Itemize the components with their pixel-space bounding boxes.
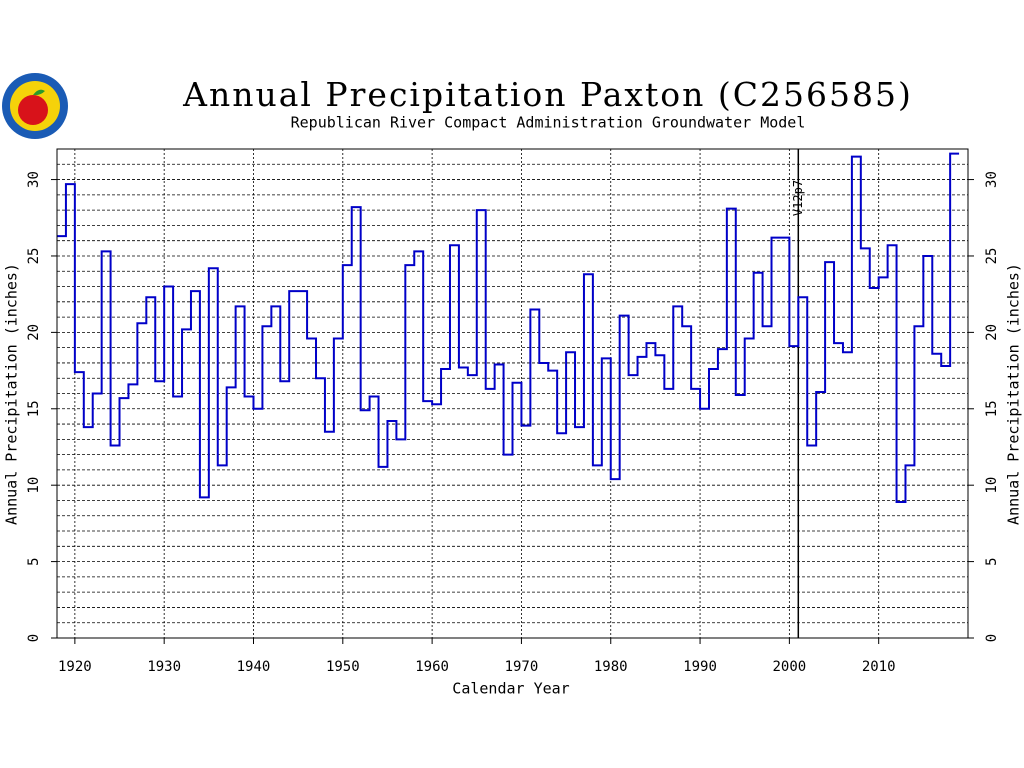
y-axis-label: Annual Precipitation (inches): [3, 263, 21, 525]
y2-tick-label: 25: [984, 248, 1000, 265]
y-tick-label: 5: [26, 557, 42, 565]
y2-tick-label: 0: [984, 634, 1000, 642]
x-tick-label: 1920: [58, 659, 92, 675]
plot-frame: [56, 148, 969, 639]
step-line: [57, 152, 960, 503]
y-tick-label: 0: [26, 634, 42, 642]
y-tick-label: 20: [26, 324, 42, 341]
x-tick-label: 1990: [683, 659, 717, 675]
x-tick-label: 1970: [505, 659, 539, 675]
chart-subtitle: Republican River Compact Administration …: [291, 114, 806, 132]
x-axis-label: Calendar Year: [452, 680, 569, 698]
x-tick-label: 1960: [415, 659, 449, 675]
x-tick-label: 2010: [862, 659, 896, 675]
y-tick-label: 25: [26, 248, 42, 265]
y2-tick-label: 20: [984, 324, 1000, 341]
x-tick-label: 1930: [147, 659, 181, 675]
y2-tick-label: 15: [984, 400, 1000, 417]
y-tick-label: 30: [26, 171, 42, 188]
y2-tick-label: 5: [984, 557, 1000, 565]
x-tick-label: 1980: [594, 659, 628, 675]
annotation-label: V12p7: [791, 180, 805, 216]
x-tick-label: 1940: [237, 659, 271, 675]
y2-tick-label: 30: [984, 171, 1000, 188]
y-tick-label: 10: [26, 477, 42, 494]
logo: [2, 73, 68, 139]
x-tick-label: 1950: [326, 659, 360, 675]
y2-tick-label: 10: [984, 477, 1000, 494]
x-tick-label: 2000: [773, 659, 807, 675]
y-tick-label: 15: [26, 400, 42, 417]
chart-title: Annual Precipitation Paxton (C256585): [182, 75, 913, 114]
y2-axis-label: Annual Precipitation (inches): [1005, 263, 1023, 525]
